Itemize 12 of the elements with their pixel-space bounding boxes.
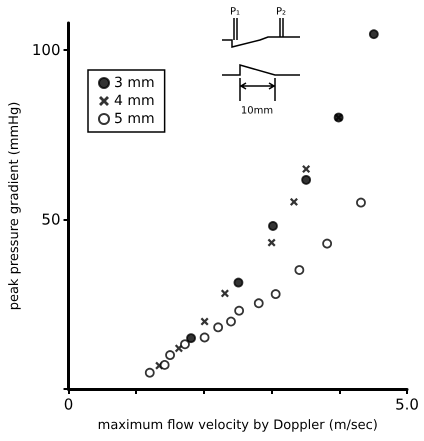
y-tick-label: 100 — [32, 41, 61, 60]
x-tick-label: 5.0 — [395, 396, 419, 414]
legend-label: 4 mm — [114, 93, 155, 109]
text: P₁ — [230, 6, 240, 18]
text: P₂ — [276, 6, 286, 18]
legend-label: 3 mm — [114, 75, 155, 91]
y-tick-label: 50 — [41, 210, 61, 229]
legend-label: 5 mm — [114, 111, 155, 127]
annotation: 10mm — [240, 106, 274, 116]
y-axis-title: peak pressure gradient (mmHg) — [7, 102, 22, 310]
x-axis-title: maximum flow velocity by Doppler (m/sec) — [98, 418, 378, 433]
x-tick-label: 0 — [64, 396, 74, 414]
